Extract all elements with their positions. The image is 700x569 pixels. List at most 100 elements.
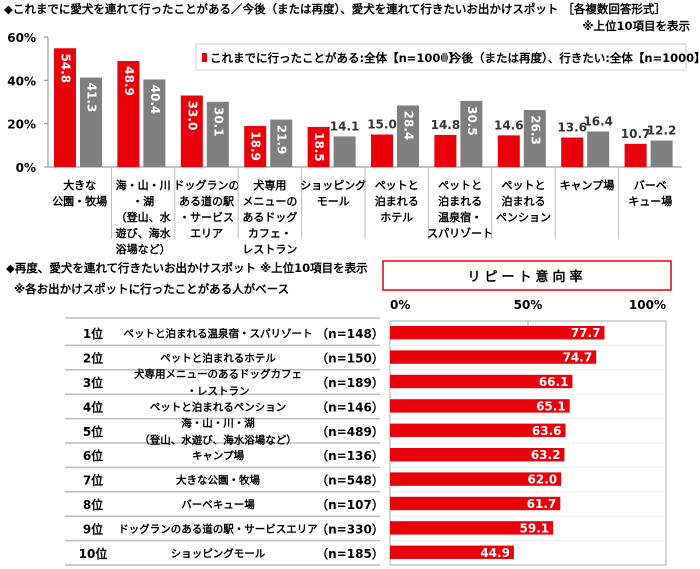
rank-label: 10位 [79, 546, 108, 561]
repeat-bar [390, 423, 566, 437]
spot-label: ペットと泊まれるホテル [160, 352, 276, 365]
y-tick-label: 60% [7, 31, 36, 45]
chart-subtitle: ※上位10項目を表示 [582, 19, 690, 33]
category-label: ・サービス [179, 210, 234, 224]
data-label: 18.5 [312, 132, 326, 162]
category-label: ペットと [502, 179, 546, 192]
category-label: ある道の駅 [179, 194, 234, 208]
repeat-value: 63.6 [532, 424, 562, 438]
bar-past [371, 134, 393, 167]
rank-label: 3位 [83, 375, 103, 390]
bar-future [206, 101, 229, 167]
repeat-value: 74.7 [563, 351, 593, 365]
data-label: 26.3 [528, 115, 542, 145]
sample-size: （n=148） [316, 326, 384, 341]
data-label: 48.9 [122, 66, 136, 96]
category-label: エリア [190, 227, 223, 240]
repeat-value: 65.1 [536, 399, 566, 413]
bar-past [561, 137, 584, 167]
bar-past [497, 135, 520, 167]
chart-subtitle-2: ※各お出かけスポットに行ったことがある人がベース [14, 282, 289, 296]
data-label: 30.1 [211, 107, 225, 137]
category-label: 犬専用 [253, 178, 286, 192]
bar-future [523, 110, 546, 167]
bar-future [80, 77, 102, 167]
bar-past [54, 48, 76, 168]
x-tick-label: 100% [629, 298, 666, 312]
data-label: 13.6 [557, 121, 587, 135]
legend-swatch-past [202, 53, 207, 62]
rank-label: 5位 [83, 424, 103, 439]
sample-size: （n=136） [316, 448, 384, 463]
spot-label: ショッピングモール [171, 547, 266, 560]
bar-future [460, 100, 483, 167]
bar-past [117, 61, 140, 167]
category-label: カフェ・ [248, 227, 292, 240]
category-label: 大きな [63, 178, 96, 192]
chart-title: ◆これまでに愛犬を連れて行ったことがある／今後（または再度）、愛犬を連れて行きた… [4, 2, 666, 16]
sample-size: （n=189） [316, 375, 384, 390]
category-label: ・湖 [132, 194, 154, 208]
repeat-bar [390, 399, 570, 413]
bar-past [307, 126, 330, 167]
repeat-bar [390, 326, 605, 340]
data-label: 10.7 [621, 127, 651, 141]
spot-label: 海・山・川・湖 [181, 416, 255, 429]
category-label: モール [317, 195, 350, 208]
bar-future [270, 119, 293, 167]
repeat-bar [390, 374, 573, 389]
repeat-value: 77.7 [571, 326, 601, 340]
category-label: ペンション [496, 211, 551, 224]
rank-label: 1位 [83, 326, 103, 341]
rank-label: 2位 [83, 351, 103, 366]
legend-label-future: 今後（または再度）、行きたい:全体【n=1000】 [449, 51, 700, 65]
y-tick-label: 40% [7, 74, 36, 88]
sample-size: （n=330） [316, 521, 384, 536]
sample-size: （n=146） [316, 399, 384, 414]
repeat-value: 44.9 [480, 546, 510, 560]
header-label: リピート意向率 [467, 269, 586, 285]
rank-label: 6位 [83, 448, 103, 463]
data-label: 28.4 [402, 111, 416, 141]
category-label: レストラン [242, 243, 297, 256]
category-label: ホテル [380, 211, 413, 224]
repeat-bar [390, 496, 561, 511]
spot-label: 犬専用メニューのあるドッグカフェ [133, 368, 302, 381]
category-label: （登山、水 [116, 210, 172, 224]
sample-size: （n=107） [316, 497, 384, 512]
category-label: ペットと [375, 179, 419, 192]
chart-title-2: ◆再度、愛犬を連れて行きたいお出かけスポット ※上位10項目を表示 [6, 261, 368, 275]
data-label: 14.1 [330, 119, 360, 133]
category-label: 温泉宿・ [438, 210, 482, 224]
legend-box [195, 43, 687, 71]
repeat-bar [390, 448, 565, 462]
data-label: 14.6 [494, 118, 524, 132]
category-label: 泊まれる [375, 194, 419, 208]
repeat-bar [390, 350, 597, 364]
category-label: 泊まれる [438, 194, 482, 208]
data-label: 16.4 [583, 114, 613, 128]
legend-swatch-future [442, 53, 447, 62]
data-label: 12.2 [647, 124, 677, 138]
category-label: 浴場など） [116, 242, 171, 256]
bar-future [143, 79, 166, 167]
data-label: 54.8 [59, 53, 73, 83]
bar-future [650, 140, 673, 167]
x-tick-label: 0% [390, 298, 410, 312]
spot-label: （登山、水遊び、海水浴場など） [139, 433, 297, 446]
category-label: 公園・牧場 [52, 194, 107, 208]
spot-label: 大きな公園・牧場 [176, 474, 260, 487]
bar-past [434, 134, 457, 167]
data-label: 33.0 [185, 101, 199, 131]
rank-label: 4位 [83, 399, 103, 414]
category-label: バーベ [634, 179, 667, 192]
category-label: ショッピング [300, 178, 366, 192]
spot-label: バーベキュー場 [181, 498, 255, 511]
category-label: 泊まれる [502, 194, 546, 208]
category-label: あるドッグ [242, 210, 297, 224]
bar-past [180, 95, 203, 167]
data-label: 40.4 [148, 85, 162, 115]
repeat-value: 62.0 [528, 473, 558, 487]
header-box [382, 260, 672, 291]
